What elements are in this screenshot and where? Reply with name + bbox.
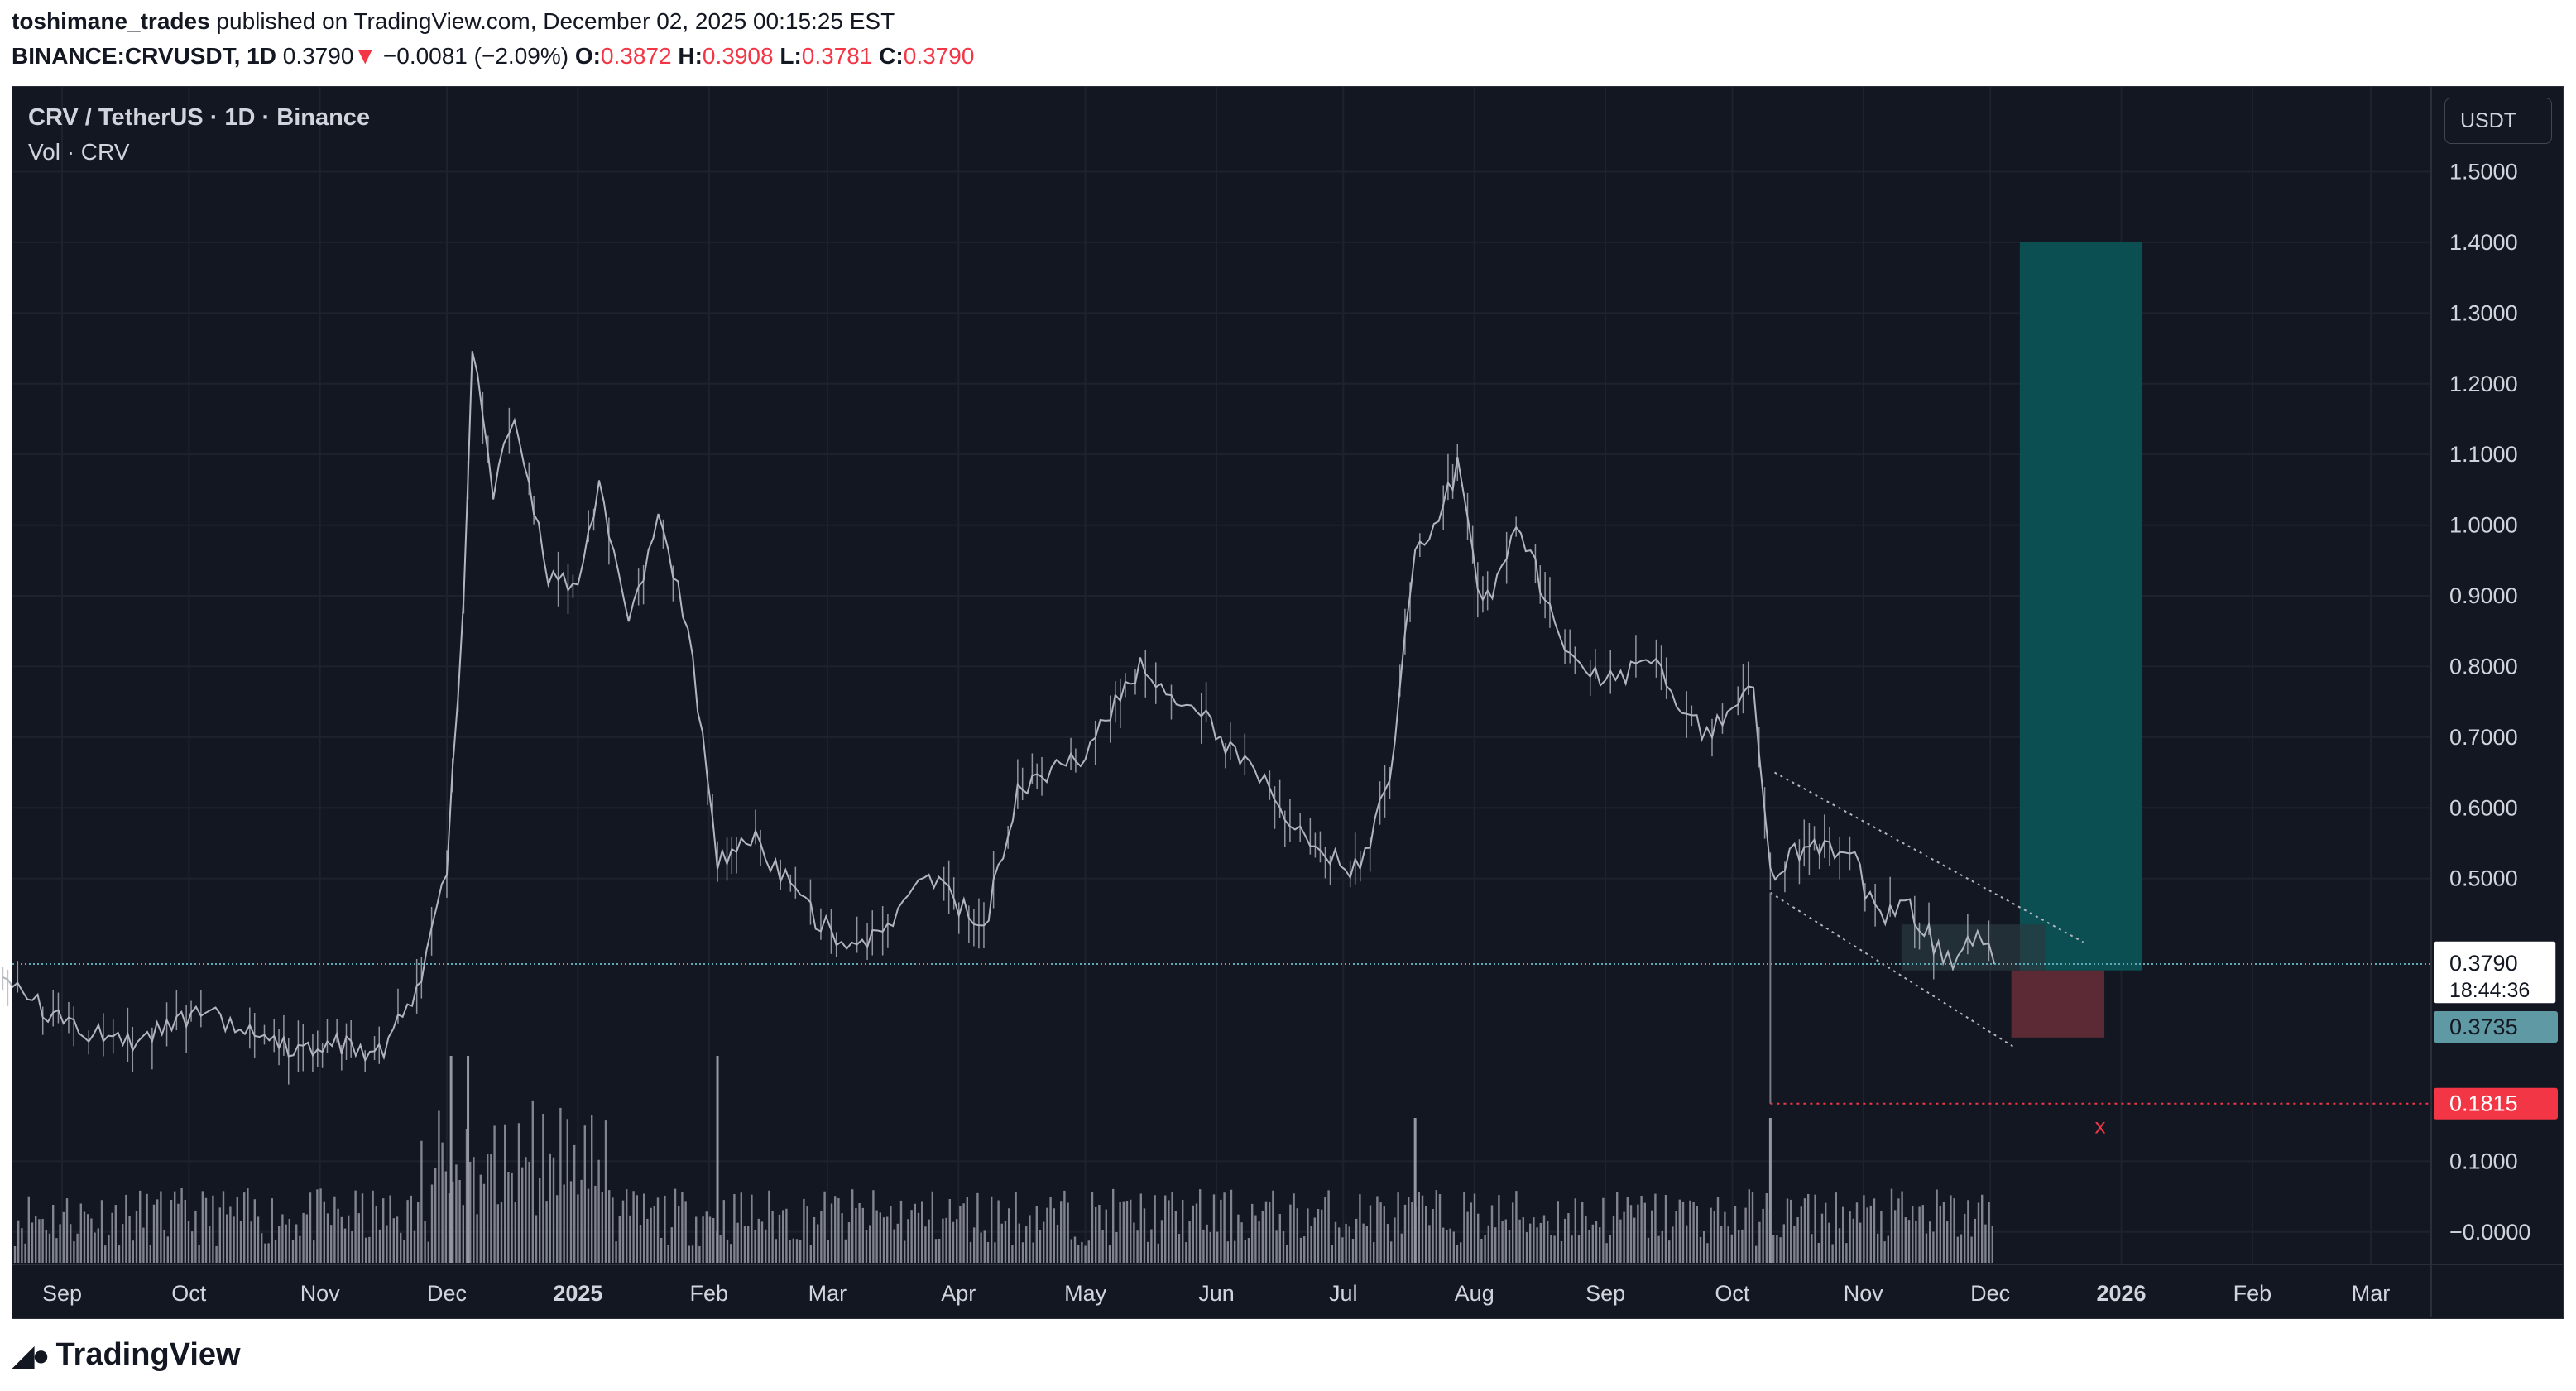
y-tick-label: 0.8000 xyxy=(2449,654,2518,679)
open-value: 0.3872 xyxy=(600,43,672,69)
publish-info: toshimane_trades published on TradingVie… xyxy=(12,8,895,35)
y-tick-label: 1.0000 xyxy=(2449,513,2518,538)
x-tick-label: Jul xyxy=(1329,1281,1358,1306)
x-tick-label: Dec xyxy=(1970,1281,2010,1306)
low-value: 0.3781 xyxy=(801,43,873,69)
currency-button[interactable]: USDT xyxy=(2444,98,2552,144)
down-arrow-icon: ▼ xyxy=(353,43,377,69)
stop-zone xyxy=(2011,970,2105,1038)
y-tick-label: 0.6000 xyxy=(2449,795,2518,820)
x-tick-label: May xyxy=(1064,1281,1107,1306)
x-tick-label: Feb xyxy=(690,1281,729,1306)
channel-lower-line xyxy=(1769,891,2017,1049)
price-series xyxy=(2,351,1996,1062)
entry-price-label: 0.3735 xyxy=(2449,1014,2518,1039)
stop-marker-x: x xyxy=(2094,1114,2105,1139)
x-tick-label: Aug xyxy=(1455,1281,1494,1306)
x-tick-label: 2026 xyxy=(2096,1281,2146,1306)
x-tick-label: Nov xyxy=(1844,1281,1884,1306)
y-tick-label: −0.0000 xyxy=(2449,1220,2530,1245)
x-tick-label: Jun xyxy=(1198,1281,1235,1306)
x-tick-label: 2025 xyxy=(553,1281,602,1306)
channel-upper-line xyxy=(1774,771,2084,943)
y-tick-label: 1.5000 xyxy=(2449,160,2518,185)
tradingview-logo-text: TradingView xyxy=(55,1337,241,1372)
close-label: C: xyxy=(879,43,904,69)
last-price: 0.3790 xyxy=(282,43,354,69)
x-tick-label: Sep xyxy=(1585,1281,1625,1306)
x-tick-label: Feb xyxy=(2233,1281,2272,1306)
y-tick-label: 1.2000 xyxy=(2449,372,2518,396)
symbol-label: BINANCE:CRVUSDT, 1D xyxy=(12,43,276,69)
open-label: O: xyxy=(574,43,601,69)
volume-legend[interactable]: Vol · CRV xyxy=(28,139,130,165)
symbol-ohlc-line: BINANCE:CRVUSDT, 1D 0.3790▼ −0.0081 (−2.… xyxy=(12,43,974,70)
high-label: H: xyxy=(678,43,703,69)
author-name[interactable]: toshimane_trades xyxy=(12,8,210,34)
target-zone xyxy=(2019,242,2143,971)
y-tick-label: 0.1000 xyxy=(2449,1149,2518,1173)
entry-price-label-bg xyxy=(2434,1011,2558,1043)
y-tick-label: 0.5000 xyxy=(2449,866,2518,891)
x-tick-label: Mar xyxy=(808,1281,847,1306)
stop-price-label: 0.1815 xyxy=(2449,1091,2518,1116)
x-tick-label: Apr xyxy=(941,1281,976,1306)
current-price-label: 0.3790 xyxy=(2449,951,2518,976)
y-tick-label: 1.4000 xyxy=(2449,230,2518,255)
x-tick-label: Nov xyxy=(300,1281,341,1306)
high-value: 0.3908 xyxy=(702,43,774,69)
stop-price-label-bg xyxy=(2434,1087,2558,1120)
low-label: L: xyxy=(780,43,802,69)
y-tick-label: 0.7000 xyxy=(2449,725,2518,750)
x-tick-label: Dec xyxy=(427,1281,467,1306)
countdown-label: 18:44:36 xyxy=(2449,979,2530,1002)
tradingview-logo[interactable]: ◢● TradingView xyxy=(12,1337,241,1373)
published-text: published on TradingView.com, December 0… xyxy=(216,8,895,34)
price-change: −0.0081 (−2.09%) xyxy=(382,43,569,69)
x-tick-label: Mar xyxy=(2352,1281,2391,1306)
tradingview-logo-icon: ◢● xyxy=(12,1337,50,1372)
x-tick-label: Oct xyxy=(171,1281,207,1306)
close-value: 0.3790 xyxy=(903,43,975,69)
y-tick-label: 1.3000 xyxy=(2449,300,2518,325)
x-tick-label: Sep xyxy=(42,1281,82,1306)
x-tick-label: Oct xyxy=(1715,1281,1750,1306)
y-tick-label: 0.9000 xyxy=(2449,583,2518,608)
chart-legend-title[interactable]: CRV / TetherUS · 1D · Binance xyxy=(28,104,371,131)
current-price-box xyxy=(2433,940,2557,1005)
y-tick-label: 1.1000 xyxy=(2449,442,2518,467)
